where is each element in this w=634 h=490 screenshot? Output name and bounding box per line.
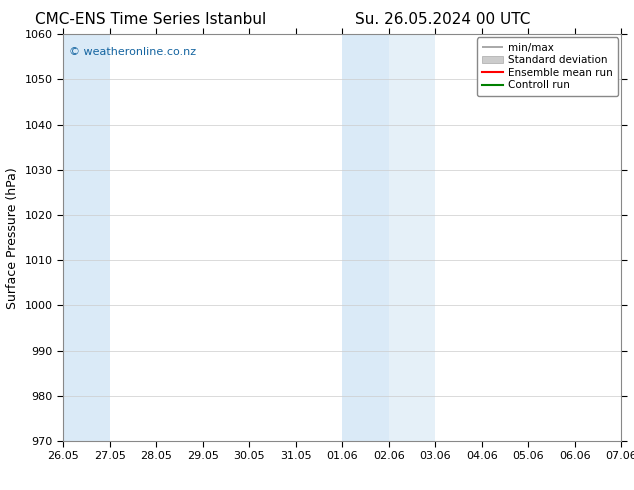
Text: CMC-ENS Time Series Istanbul: CMC-ENS Time Series Istanbul <box>35 12 266 27</box>
Bar <box>389 34 436 441</box>
Text: Su. 26.05.2024 00 UTC: Su. 26.05.2024 00 UTC <box>355 12 531 27</box>
Text: © weatheronline.co.nz: © weatheronline.co.nz <box>69 47 196 56</box>
Bar <box>342 34 389 441</box>
Legend: min/max, Standard deviation, Ensemble mean run, Controll run: min/max, Standard deviation, Ensemble me… <box>477 37 618 96</box>
Bar <box>63 34 110 441</box>
Y-axis label: Surface Pressure (hPa): Surface Pressure (hPa) <box>6 167 19 309</box>
